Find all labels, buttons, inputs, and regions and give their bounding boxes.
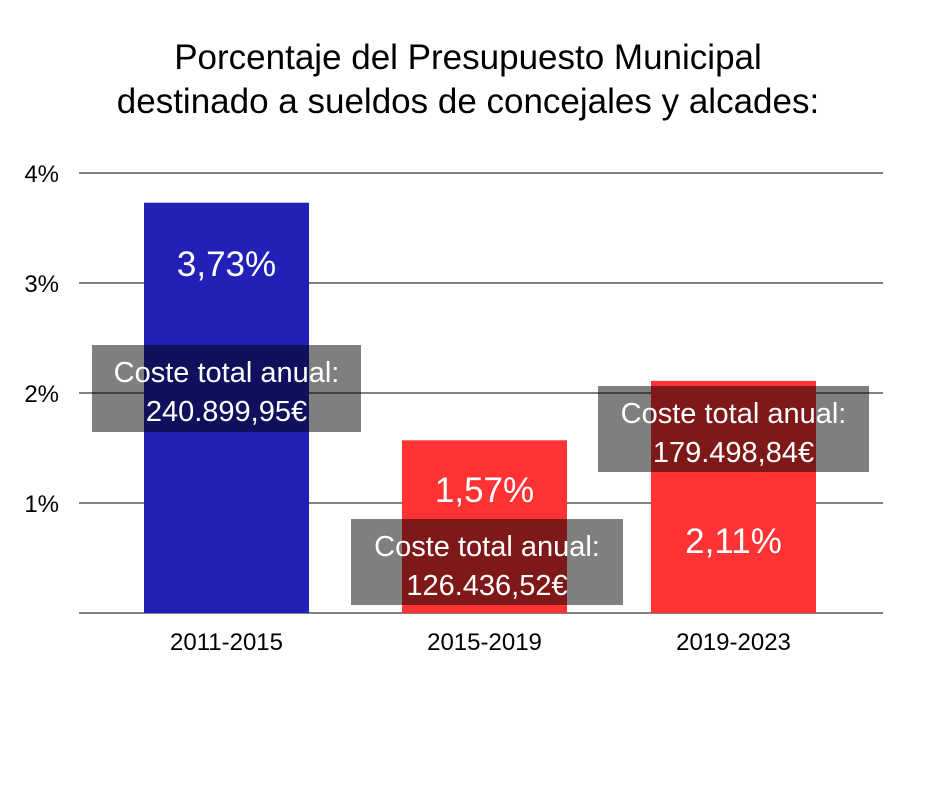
- annotation-background: [92, 345, 361, 432]
- annotation-cost-value: 126.436,52€: [406, 570, 567, 602]
- x-tick-label: 2011-2015: [170, 629, 283, 656]
- annotation-background: [598, 386, 869, 472]
- x-tick-label: 2019-2023: [676, 629, 791, 656]
- x-axis-ticks: 2011-2015 2015-2019 2019-2023: [170, 629, 791, 656]
- y-tick-label: 1%: [24, 491, 59, 518]
- annotation-cost-value: 179.498,84€: [653, 437, 814, 469]
- y-tick-label: 3%: [24, 271, 59, 298]
- annotation-box: Coste total anual: 240.899,95€: [92, 345, 361, 432]
- bar-value-labels: 3,73% 1,57% 2,11%: [177, 245, 782, 561]
- annotation-title: Coste total anual:: [374, 531, 600, 563]
- annotation-background: [351, 519, 623, 605]
- chart-title: Porcentaje del Presupuesto Municipal des…: [117, 38, 819, 121]
- bar-value-label: 2,11%: [685, 522, 782, 561]
- annotation-box: Coste total anual: 126.436,52€: [351, 519, 623, 605]
- y-tick-label: 4%: [24, 161, 59, 188]
- x-tick-label: 2015-2019: [427, 629, 542, 656]
- annotation-title: Coste total anual:: [114, 357, 340, 389]
- bar-value-label: 1,57%: [435, 471, 534, 510]
- chart-title-line-2: destinado a sueldos de concejales y alca…: [117, 82, 819, 121]
- y-axis-ticks: 1% 2% 3% 4%: [24, 161, 59, 518]
- annotation-box: Coste total anual: 179.498,84€: [598, 386, 869, 472]
- annotation-cost-value: 240.899,95€: [146, 396, 307, 428]
- chart-title-line-1: Porcentaje del Presupuesto Municipal: [174, 38, 762, 77]
- bar-value-label: 3,73%: [177, 245, 276, 284]
- annotation-title: Coste total anual:: [621, 398, 847, 430]
- cost-annotations: Coste total anual:240.899,95€Coste total…: [92, 345, 869, 605]
- y-tick-label: 2%: [24, 381, 59, 408]
